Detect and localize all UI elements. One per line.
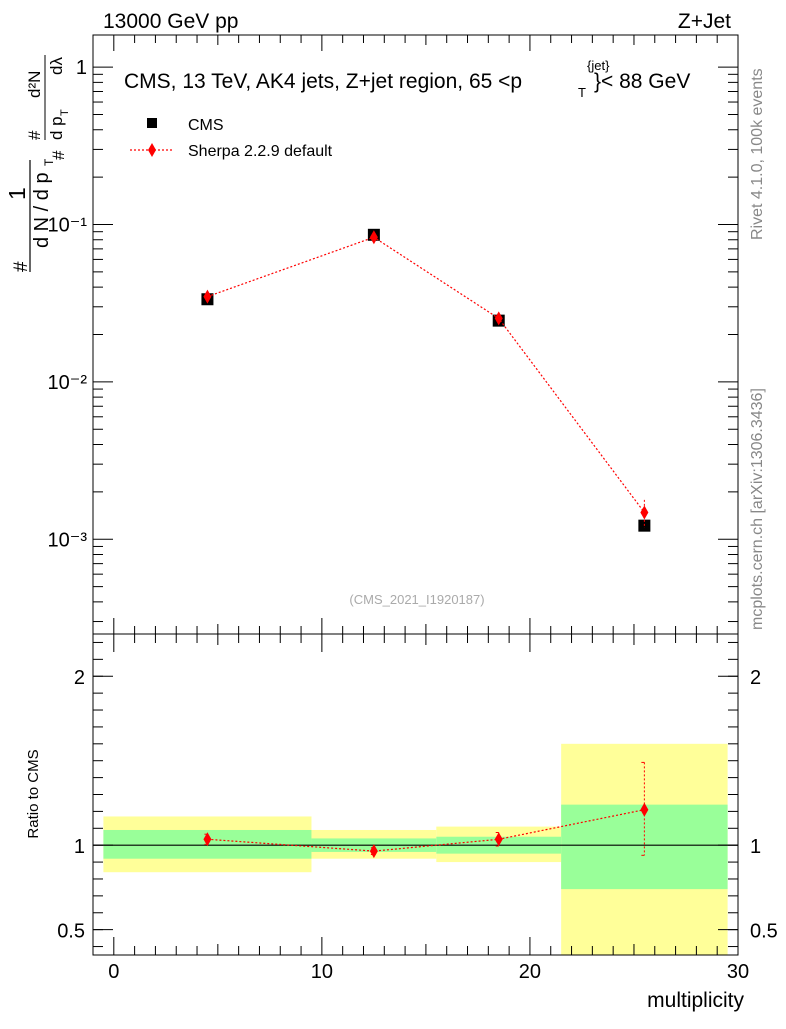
legend-data-label: CMS <box>188 117 224 134</box>
plot-title: CMS, 13 TeV, AK4 jets, Z+jet region, 65 … <box>124 58 690 100</box>
rivet-label: Rivet 4.1.0, 100k events <box>749 68 766 240</box>
mc-data-point <box>203 289 212 304</box>
header-left: 13000 GeV pp <box>103 10 238 33</box>
legend-data-marker <box>147 118 157 128</box>
ylabel-hash-1: # <box>11 261 32 272</box>
ratio-y-label: Ratio to CMS <box>25 749 42 838</box>
ylabel-dpt: d p <box>47 116 66 140</box>
ratio-mc-line <box>207 809 645 852</box>
title-main: CMS, 13 TeV, AK4 jets, Z+jet region, 65 … <box>124 70 522 93</box>
ylabel-d2N: d²N <box>25 71 44 98</box>
ratio-mc-point <box>640 802 649 817</box>
x-axis-label: multiplicity <box>647 989 744 1012</box>
x-tick-label: 20 <box>519 961 541 983</box>
main-y-tick-label: 10⁻² <box>48 372 88 394</box>
ratio-y-tick-label-right: 1 <box>750 836 761 858</box>
ratio-y-tick-label: 1 <box>74 836 85 858</box>
main-y-tick-label: 10⁻³ <box>48 529 88 551</box>
ratio-mc-point <box>203 832 212 847</box>
mcplots-label: mcplots.cern.ch [arXiv:1306.3436] <box>749 388 766 630</box>
main-y-tick-label: 1 <box>76 57 87 79</box>
mc-data-point <box>369 230 378 245</box>
ratio-y-tick-label: 0.5 <box>57 921 85 943</box>
legend-mc-label: Sherpa 2.2.9 default <box>188 143 333 160</box>
main-y-tick-label: 10⁻¹ <box>48 214 88 236</box>
ratio-mc-point <box>369 844 378 859</box>
ylabel-dlambda: dλ <box>47 57 66 75</box>
ratio-y-tick-label-right: 2 <box>750 667 761 689</box>
ratio-panel-frame <box>92 633 739 956</box>
ratio-y-tick-label: 2 <box>74 667 85 689</box>
ylabel-one: 1 <box>4 187 30 200</box>
legend: CMS Sherpa 2.2.9 default <box>130 117 333 160</box>
legend-mc-marker <box>148 143 156 157</box>
title-tail: }< 88 GeV <box>594 70 690 93</box>
mc-data-point <box>494 311 503 326</box>
x-tick-label: 10 <box>311 961 333 983</box>
ratio-mc-point <box>494 832 503 847</box>
x-tick-label: 30 <box>727 961 749 983</box>
ylabel-hash-3: # <box>25 130 44 140</box>
ylabel-T-1: T <box>42 158 56 166</box>
analysis-watermark: (CMS_2021_I1920187) <box>349 592 484 607</box>
mc-series-line <box>207 236 645 513</box>
header-right: Z+Jet <box>678 10 731 33</box>
ratio-y-tick-label-right: 0.5 <box>750 921 778 943</box>
ylabel-T-2: T <box>59 109 71 116</box>
title-superscript: {jet} <box>587 58 610 73</box>
main-y-label: # 1 d N / d p T # # d²N d p T dλ <box>4 55 71 272</box>
x-tick-label: 0 <box>108 961 119 983</box>
ylabel-hash-2: # <box>49 150 68 160</box>
mc-data-point <box>640 505 649 520</box>
title-subscript: T <box>578 85 586 100</box>
ylabel-dN-dpt: d N / d p <box>31 172 53 248</box>
